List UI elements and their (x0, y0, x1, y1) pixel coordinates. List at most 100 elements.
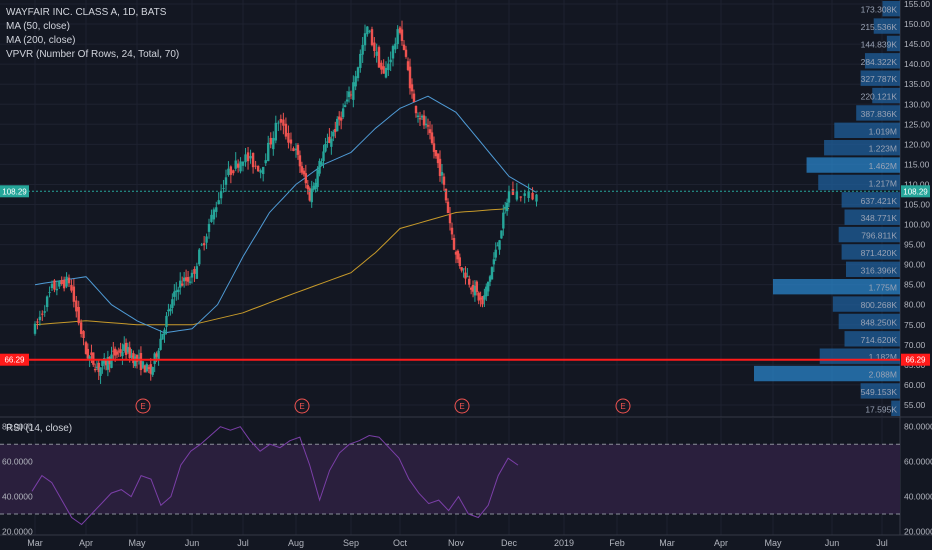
candle-body (269, 137, 272, 145)
chart-legend: WAYFAIR INC. CLASS A, 1D, BATS MA (50, c… (6, 6, 179, 62)
candle-body (41, 313, 44, 315)
candle-body (239, 161, 242, 172)
rsi-line (31, 426, 519, 526)
candle-body (215, 207, 218, 212)
earnings-event-label: E (140, 402, 145, 411)
support-tag-left-label: 66.29 (4, 356, 25, 365)
candle-body (289, 139, 293, 144)
candle-body (186, 277, 190, 282)
last-price-tag-left-label: 108.29 (2, 187, 27, 196)
candle-body (86, 348, 90, 359)
candle-body (515, 191, 519, 200)
volume-profile-label: 1.217M (869, 178, 897, 188)
candle-body (483, 295, 486, 300)
legend-ma200[interactable]: MA (200, close) (6, 35, 76, 46)
candle-body (104, 360, 108, 366)
candle-body (145, 364, 149, 372)
earnings-event-label: E (299, 402, 304, 411)
legend-symbol-title[interactable]: WAYFAIR INC. CLASS A, 1D, BATS (6, 7, 167, 18)
candle-body (292, 148, 295, 152)
candle-body (70, 284, 73, 291)
price-axis-tick: 110.00 (904, 179, 930, 189)
volume-profile-label: 173.308K (861, 5, 898, 15)
volume-profile-label: 327.787K (861, 74, 898, 84)
candle-body (99, 367, 102, 376)
candle-body (65, 276, 68, 287)
candle-body (184, 277, 188, 281)
candle-body (366, 26, 369, 35)
candle-body (336, 118, 339, 132)
candle-body (112, 350, 115, 352)
candle-body (436, 153, 440, 164)
candle-body (157, 350, 160, 361)
candle-body (232, 170, 235, 174)
legend-ma50[interactable]: MA (50, close) (6, 21, 70, 32)
candle-body (132, 353, 135, 364)
candle-body (338, 116, 341, 120)
price-axis-tick: 60.00 (904, 380, 926, 390)
candle-body (361, 44, 364, 55)
candle-body (93, 368, 97, 371)
volume-profile-bar (818, 174, 900, 191)
volume-profile-label: 800.268K (861, 300, 898, 310)
ma200-path (34, 208, 510, 326)
candle-body (151, 367, 154, 375)
candle-body (277, 122, 280, 124)
volume-profile-bar (864, 53, 900, 69)
candle-body (485, 286, 488, 297)
volume-profile-bar (872, 87, 900, 104)
volume-profile-bar (838, 226, 900, 243)
support-tag-label: 66.29 (905, 356, 926, 365)
candle-body (124, 342, 128, 355)
volume-profile-label: 637.421K (861, 196, 898, 206)
last-price-tag-bg (901, 185, 930, 198)
candle-body (251, 152, 255, 168)
candle-body (117, 350, 120, 352)
candle-body (320, 162, 323, 165)
candle-body (62, 279, 66, 289)
candle-body (318, 160, 321, 174)
candle-body (479, 297, 482, 300)
candle-body (210, 214, 213, 222)
candle-body (324, 143, 327, 152)
legend-vpvr[interactable]: VPVR (Number Of Rows, 24, Total, 70) (6, 49, 180, 60)
price-axis-tick: 135.00 (904, 79, 930, 89)
candle-body (58, 280, 61, 287)
volume-profile-bar (834, 122, 900, 138)
time-axis-tick: Apr (79, 538, 93, 548)
candle-body (535, 194, 538, 202)
candle-body (202, 243, 206, 246)
candle-body (310, 188, 313, 203)
candle-body (446, 201, 450, 214)
time-axis-tick: Oct (393, 538, 408, 548)
candle-body (312, 185, 315, 190)
time-axis-tick: Feb (609, 538, 625, 548)
earnings-event-label: E (459, 402, 464, 411)
volume-profile-bar (754, 365, 900, 382)
candle-body (82, 331, 85, 338)
candle-body (38, 316, 42, 321)
candle-body (426, 125, 430, 127)
candle-body (200, 244, 203, 246)
volume-profile-bar (824, 140, 900, 156)
candle-body (97, 362, 100, 373)
volume-profile-label: 1.462M (869, 161, 897, 171)
candle-body (167, 309, 170, 312)
rsi-axis-tick: 20.0000 (904, 527, 932, 537)
volume-profile-label: 284.322K (861, 57, 898, 67)
candle-body (119, 349, 122, 354)
candle-body (115, 351, 119, 355)
candle-body (444, 188, 448, 201)
candle-body (272, 137, 275, 150)
candle-body (67, 277, 71, 284)
rsi-legend[interactable]: RSI (14, close) (6, 423, 73, 434)
volume-profile-bar (873, 18, 900, 34)
candle-body (304, 173, 308, 184)
candle-body (217, 200, 220, 205)
candle-body (456, 250, 460, 260)
candle-body (345, 99, 349, 102)
volume-profile-label: 848.250K (861, 317, 898, 327)
candle-body (249, 155, 252, 159)
